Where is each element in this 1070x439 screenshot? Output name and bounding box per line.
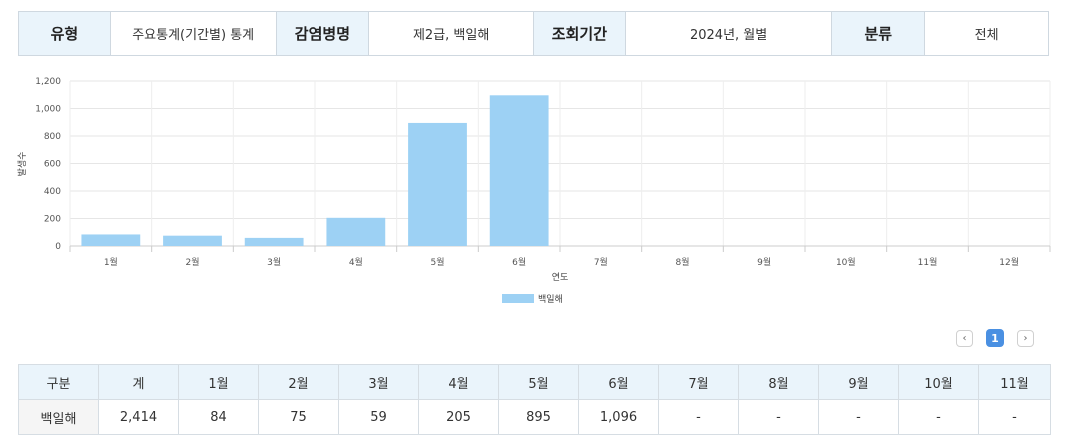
table-cell: 2,414 <box>98 399 179 435</box>
x-tick-label: 3월 <box>267 256 281 268</box>
table-cell: 59 <box>338 399 419 435</box>
y-tick-label: 1,000 <box>35 105 61 115</box>
bar-chart: 0 200 400 600 800 1,000 1,200 1월 2월 3월 4월 5월 6월 7월 8월 9… <box>0 60 1070 320</box>
pagination: ‹ 1 › <box>956 329 1034 347</box>
table-header-cell: 8월 <box>738 364 819 400</box>
x-tick-label: 6월 <box>512 256 526 268</box>
table-cell: - <box>658 399 739 435</box>
x-tick-label: 2월 <box>185 256 199 268</box>
table-header-cell: 9월 <box>818 364 899 400</box>
type-value: 주요통계(기간별) 통계 <box>110 12 277 55</box>
bar <box>489 95 549 246</box>
x-tick-label: 4월 <box>349 256 363 268</box>
table-header-cell: 4월 <box>418 364 499 400</box>
table-cell: 84 <box>178 399 259 435</box>
table-cell: 205 <box>418 399 499 435</box>
bar <box>244 237 304 246</box>
table-cell: - <box>818 399 899 435</box>
x-tick-label: 5월 <box>430 256 444 268</box>
table-header-cell: 3월 <box>338 364 419 400</box>
table-cell: 1,096 <box>578 399 659 435</box>
table-header-cell: 10월 <box>898 364 979 400</box>
x-tick-label: 8월 <box>675 256 689 268</box>
bar <box>163 235 222 246</box>
legend-label: 백일해 <box>538 295 563 305</box>
table-cell: - <box>978 399 1051 435</box>
chart-legend[interactable]: 백일해 <box>502 292 563 305</box>
bar <box>81 234 141 246</box>
legend-swatch <box>502 294 534 303</box>
table-cell: 895 <box>498 399 579 435</box>
data-table: 구분 계 1월 2월 3월 4월 5월 6월 7월 8월 9월 10월 11월 백일해 2,414 84 75… <box>18 364 1051 435</box>
x-tick-label: 9월 <box>757 256 771 268</box>
y-tick-label: 400 <box>44 187 61 197</box>
table-row: 백일해 2,414 84 75 59 205 895 1,096- - - - - <box>18 399 1051 435</box>
x-tick-label: 10월 <box>836 256 856 268</box>
disease-value: 제2급, 백일해 <box>369 12 534 55</box>
y-axis-title: 발생수 <box>17 152 28 177</box>
y-tick-label: 1,200 <box>35 77 61 87</box>
disease-label: 감염병명 <box>276 12 370 55</box>
bar <box>326 217 386 246</box>
prev-page-button[interactable]: ‹ <box>956 329 973 347</box>
bar <box>408 122 467 246</box>
period-value: 2024년, 월별 <box>625 12 833 55</box>
y-tick-label: 800 <box>44 132 61 142</box>
table-cell: 75 <box>258 399 339 435</box>
category-value: 전체 <box>925 12 1048 55</box>
period-label: 조회기간 <box>533 12 626 55</box>
type-label: 유형 <box>19 12 111 55</box>
filter-bar: 유형 주요통계(기간별) 통계 감염병명 제2급, 백일해 조회기간 2024년… <box>18 11 1049 56</box>
x-tick-label: 11월 <box>918 256 938 268</box>
x-tick-label: 1월 <box>104 256 118 268</box>
y-tick-label: 600 <box>44 160 61 170</box>
x-tick-label: 12월 <box>999 256 1019 268</box>
table-header-cell: 구분 <box>18 364 99 400</box>
table-header-row: 구분 계 1월 2월 3월 4월 5월 6월 7월 8월 9월 10월 11월 <box>18 364 1051 400</box>
next-page-button[interactable]: › <box>1017 329 1034 347</box>
table-header-cell: 2월 <box>258 364 339 400</box>
chart-svg: 0 200 400 600 800 1,000 1,200 1월 2월 3월 4월 5월 6월 7월 8월 9… <box>17 77 1051 283</box>
table-header-cell: 11월 <box>978 364 1051 400</box>
category-label: 분류 <box>832 12 926 55</box>
table-row-label: 백일해 <box>18 399 99 435</box>
table-header-cell: 1월 <box>178 364 259 400</box>
y-tick-label: 0 <box>55 242 61 252</box>
table-header-cell: 5월 <box>498 364 579 400</box>
current-page-button[interactable]: 1 <box>986 329 1004 347</box>
x-axis-title: 연도 <box>552 272 569 283</box>
x-tick-label: 7월 <box>594 256 608 268</box>
table-header-cell: 6월 <box>578 364 659 400</box>
table-header-cell: 7월 <box>658 364 739 400</box>
table-header-cell: 계 <box>98 364 179 400</box>
table-cell: - <box>898 399 979 435</box>
table-cell: - <box>738 399 819 435</box>
y-tick-label: 200 <box>44 215 61 225</box>
